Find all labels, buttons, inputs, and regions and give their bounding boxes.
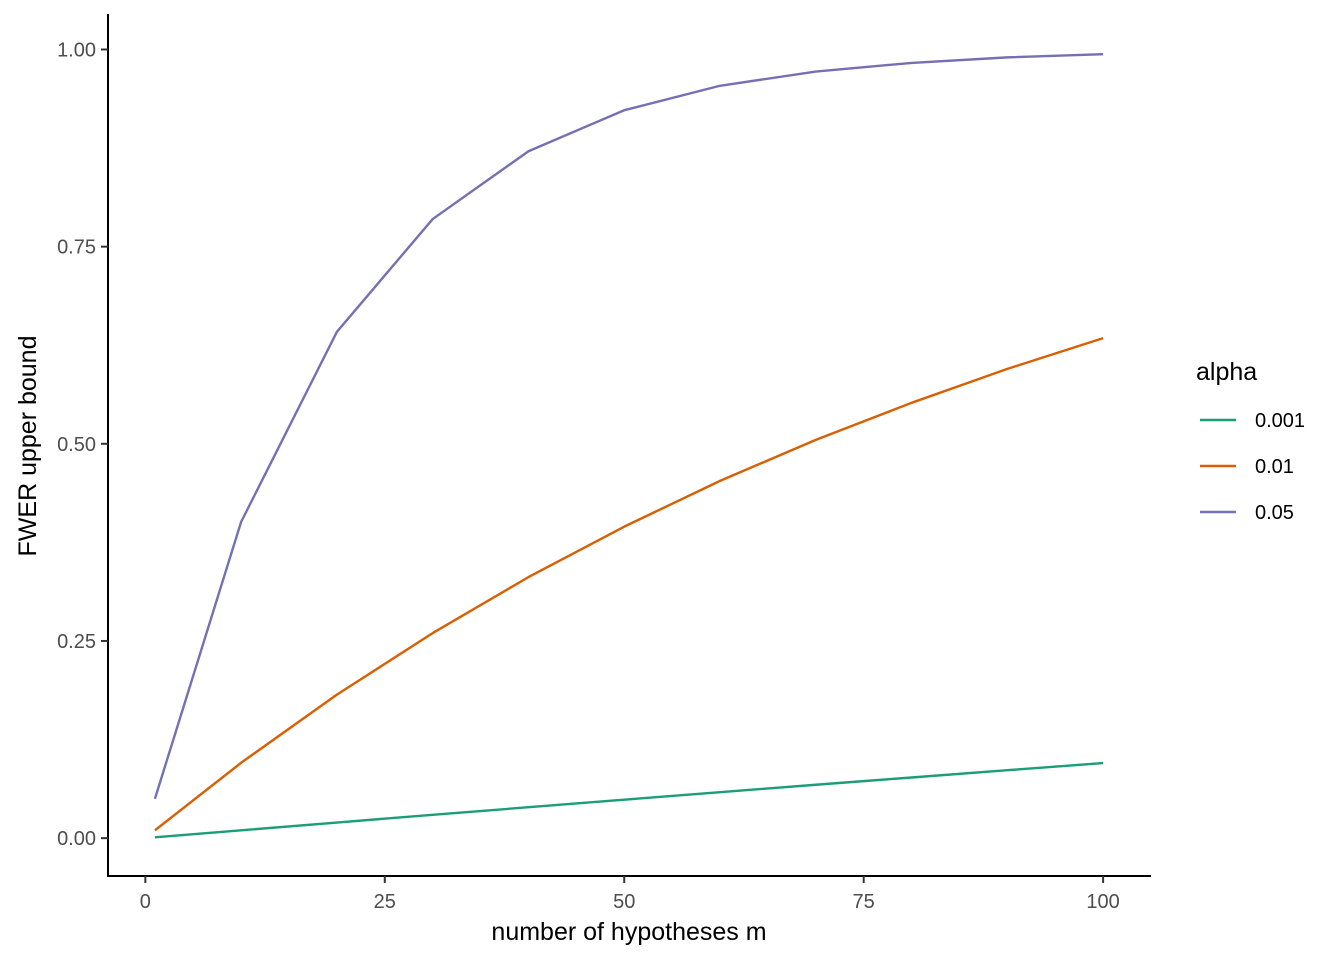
y-tick-label: 0.00	[57, 828, 96, 850]
x-tick-label: 50	[613, 891, 635, 913]
series-line-0	[154, 761, 1104, 839]
series-lines	[153, 53, 1104, 839]
legend: alpha 0.001 0.01 0.05	[1196, 358, 1305, 524]
y-axis-ticks: 0.00 0.25 0.50 0.75 1.00	[57, 39, 108, 850]
y-axis-title: FWER upper bound	[14, 336, 42, 557]
y-tick-label: 1.00	[57, 39, 96, 61]
y-tick-label: 0.25	[57, 631, 96, 653]
legend-label-0: 0.001	[1255, 410, 1305, 432]
series-line-2	[153, 53, 1104, 800]
x-axis-title: number of hypotheses m	[491, 918, 766, 946]
x-tick-label: 100	[1086, 891, 1119, 913]
series-line-1	[154, 336, 1104, 832]
y-tick-label: 0.75	[57, 237, 96, 259]
legend-label-1: 0.01	[1255, 456, 1294, 478]
x-tick-label: 0	[140, 891, 151, 913]
x-axis-ticks: 0 25 50 75 100	[140, 876, 1120, 913]
legend-label-2: 0.05	[1255, 502, 1294, 524]
y-tick-label: 0.50	[57, 434, 96, 456]
x-tick-label: 25	[374, 891, 396, 913]
legend-title: alpha	[1196, 358, 1257, 386]
x-tick-label: 75	[853, 891, 875, 913]
